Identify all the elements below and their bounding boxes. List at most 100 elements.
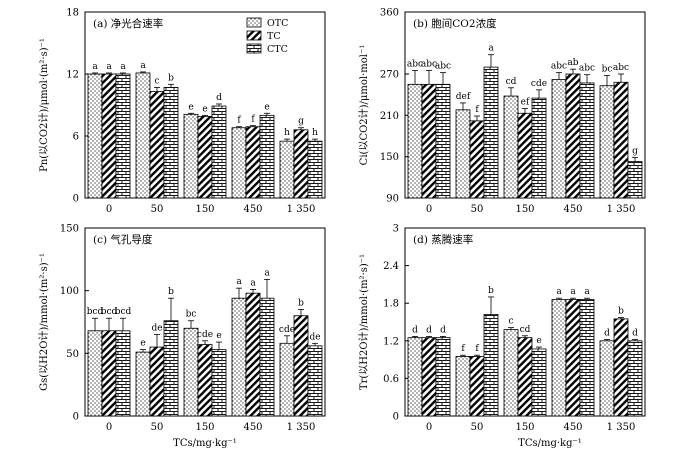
bar-tc xyxy=(245,126,261,199)
significance-label: ab xyxy=(567,58,578,68)
x-tick-label: 50 xyxy=(471,204,484,215)
x-tick-label: 1 350 xyxy=(607,204,636,215)
significance-label: cde xyxy=(197,330,213,340)
bar-otc xyxy=(279,342,295,417)
x-tick-label: 0 xyxy=(426,422,432,433)
x-tick-label: 150 xyxy=(515,422,534,433)
significance-label: f xyxy=(475,344,479,354)
y-tick-label: 2.4 xyxy=(383,261,399,272)
significance-label: bcd xyxy=(87,307,104,317)
significance-label: cde xyxy=(279,325,295,335)
significance-label: h xyxy=(284,128,290,138)
significance-label: d xyxy=(216,93,222,103)
significance-label: def xyxy=(456,92,471,102)
significance-label: a xyxy=(584,287,590,297)
x-axis-label-bottom-left: TCs/mg·kg⁻¹ xyxy=(173,438,237,449)
y-axis-label: Gs(以H2O计)/mmol·(m²·s)⁻¹ xyxy=(37,253,50,391)
significance-label: a xyxy=(106,62,112,72)
x-tick-label: 150 xyxy=(195,422,214,433)
significance-label: e xyxy=(188,102,193,112)
significance-label: c xyxy=(154,76,159,86)
significance-label: g xyxy=(298,117,304,127)
legend-label: TC xyxy=(267,31,281,42)
bar-tc xyxy=(613,81,629,199)
bar-tc xyxy=(517,112,533,199)
y-tick-label: 270 xyxy=(380,70,399,81)
x-tick-label: 50 xyxy=(151,204,164,215)
bar-otc xyxy=(503,329,519,417)
significance-label: a xyxy=(264,268,270,278)
significance-label: g xyxy=(632,146,638,156)
significance-label: bcd xyxy=(115,307,132,317)
x-tick-label: 450 xyxy=(563,422,582,433)
bar-tc xyxy=(293,315,309,417)
significance-label: abc xyxy=(407,60,423,70)
legend-swatch-tc xyxy=(246,30,262,41)
y-axis-label: Pn(以CO2计)/μmol·(m²·s)⁻¹ xyxy=(37,38,50,172)
significance-label: cd xyxy=(506,77,517,87)
significance-label: d xyxy=(632,329,638,339)
bar-otc xyxy=(503,95,519,199)
bar-otc xyxy=(231,297,247,417)
y-tick-label: 1.8 xyxy=(383,299,399,310)
significance-label: b xyxy=(168,287,174,297)
y-tick-label: 1.2 xyxy=(383,336,399,347)
bar-ctc xyxy=(579,299,595,417)
bar-tc xyxy=(421,83,437,199)
significance-label: abc xyxy=(579,64,595,74)
legend-swatch-ctc xyxy=(246,43,262,54)
significance-label: e xyxy=(536,336,541,346)
significance-label: abc xyxy=(421,60,437,70)
significance-label: c xyxy=(508,317,513,327)
y-axis-label: Ci(以CO2计)/μmol·mol⁻¹ xyxy=(357,45,370,166)
y-tick-label: 90 xyxy=(386,194,399,205)
significance-label: a xyxy=(92,62,98,72)
legend-label: OTC xyxy=(267,18,288,29)
x-tick-label: 150 xyxy=(195,204,214,215)
bar-otc xyxy=(87,73,103,199)
significance-label: a xyxy=(140,61,146,71)
bar-otc xyxy=(135,72,151,199)
bar-otc xyxy=(183,327,199,417)
significance-label: a xyxy=(120,62,126,72)
x-tick-label: 0 xyxy=(426,204,432,215)
y-tick-label: 150 xyxy=(60,224,79,235)
bar-ctc xyxy=(531,97,547,199)
bar-ctc xyxy=(483,314,499,417)
significance-label: d xyxy=(440,325,446,335)
bar-otc xyxy=(551,299,567,417)
bar-ctc xyxy=(435,337,451,417)
bar-tc xyxy=(293,129,309,199)
x-tick-label: 1 350 xyxy=(607,422,636,433)
bar-otc xyxy=(551,79,567,199)
x-tick-label: 50 xyxy=(471,422,484,433)
y-tick-label: 6 xyxy=(73,132,79,143)
bar-tc xyxy=(197,344,213,417)
legend-label: CTC xyxy=(267,44,288,55)
y-tick-label: 0 xyxy=(73,412,79,423)
bar-tc xyxy=(101,330,117,417)
y-tick-label: 210 xyxy=(380,111,399,122)
bar-tc xyxy=(517,337,533,417)
y-tick-label: 50 xyxy=(66,349,79,360)
significance-label: abc xyxy=(613,63,629,73)
bar-tc xyxy=(149,346,165,417)
bar-otc xyxy=(87,330,103,417)
chart-title: (a) 净光合速率 xyxy=(93,17,163,30)
bar-tc xyxy=(469,356,485,417)
y-tick-label: 0 xyxy=(393,412,399,423)
bar-ctc xyxy=(435,83,451,199)
bar-tc xyxy=(565,299,581,417)
y-tick-label: 150 xyxy=(380,152,399,163)
bar-ctc xyxy=(531,348,547,417)
bar-otc xyxy=(135,351,151,417)
bar-tc xyxy=(197,115,213,199)
significance-label: a xyxy=(570,287,576,297)
significance-label: b xyxy=(298,298,304,308)
x-tick-label: 50 xyxy=(151,422,164,433)
significance-label: bc xyxy=(186,310,197,320)
